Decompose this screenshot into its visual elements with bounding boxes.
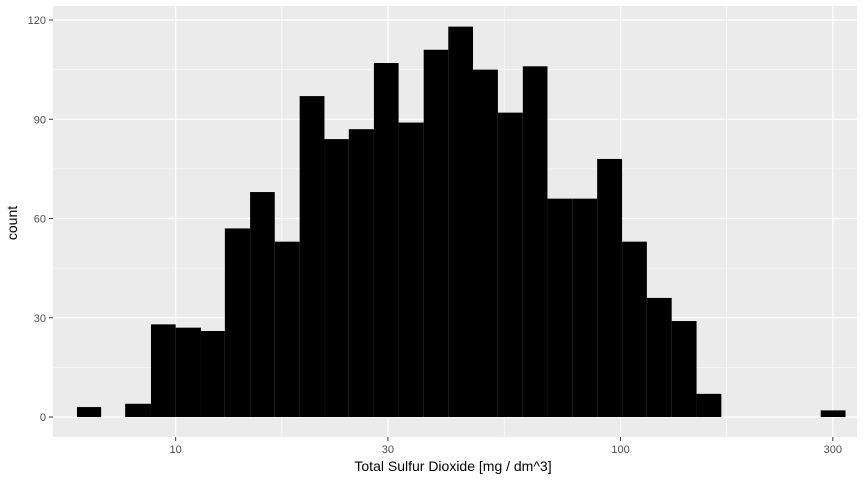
y-tick-label: 30 xyxy=(34,313,46,325)
histogram-bar xyxy=(224,228,251,417)
histogram-bar xyxy=(324,139,349,417)
x-axis-ticks: 10 30 100 300 xyxy=(170,437,842,456)
histogram-bar xyxy=(76,407,102,417)
histogram-bar xyxy=(597,158,623,417)
histogram-bar xyxy=(250,192,275,417)
histogram-bar xyxy=(299,96,325,417)
x-tick-label: 100 xyxy=(611,444,629,456)
histogram-bar xyxy=(398,122,424,417)
histogram-bar xyxy=(150,324,176,417)
histogram-bar xyxy=(423,49,449,418)
x-tick-label: 30 xyxy=(382,444,394,456)
histogram-bar xyxy=(820,410,846,417)
histogram-bar xyxy=(200,330,225,417)
histogram-bar xyxy=(497,112,523,417)
histogram-bar xyxy=(572,198,598,417)
y-axis-title: count xyxy=(4,206,20,240)
histogram-bar xyxy=(646,297,672,417)
histogram-bar xyxy=(448,26,474,417)
y-tick-label: 60 xyxy=(34,214,46,226)
histogram-bar xyxy=(274,241,300,417)
histogram-bar xyxy=(125,403,151,417)
histogram-bar xyxy=(373,63,399,418)
x-tick-label: 10 xyxy=(170,444,182,456)
histogram-bar xyxy=(522,66,548,418)
x-tick-label: 300 xyxy=(824,444,842,456)
histogram-bar xyxy=(622,241,647,417)
histogram-bars xyxy=(76,26,846,418)
y-tick-label: 120 xyxy=(28,15,46,27)
y-axis-ticks: 0 30 60 90 120 xyxy=(28,15,53,424)
histogram-bar xyxy=(175,327,201,417)
histogram-bar xyxy=(547,198,573,417)
histogram-bar xyxy=(671,321,697,417)
x-axis-title: Total Sulfur Dioxide [mg / dm^3] xyxy=(354,458,551,474)
histogram-bar xyxy=(696,393,722,417)
y-tick-label: 0 xyxy=(40,412,46,424)
histogram-bar xyxy=(473,69,498,417)
y-tick-label: 90 xyxy=(34,114,46,126)
histogram-bar xyxy=(348,129,374,418)
